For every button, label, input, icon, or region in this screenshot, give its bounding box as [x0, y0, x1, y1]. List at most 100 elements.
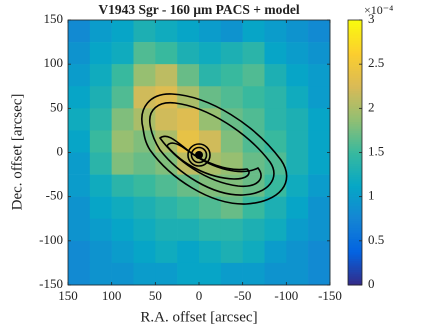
cell: [308, 86, 331, 109]
cell: [177, 130, 200, 153]
cell: [89, 152, 112, 175]
colorbar-step: [348, 108, 362, 112]
cell: [264, 196, 287, 220]
cell: [286, 240, 309, 264]
cell: [89, 42, 112, 65]
cell: [177, 262, 200, 286]
cell: [89, 20, 112, 43]
colorbar-step: [348, 227, 362, 231]
cell: [220, 218, 243, 242]
cell: [133, 130, 156, 153]
colorbar-step: [348, 170, 362, 173]
colorbar-tick-label: 2: [368, 99, 375, 114]
x-tick-label: 0: [196, 288, 203, 303]
x-tick-label: -100: [274, 288, 298, 303]
cell: [220, 42, 243, 65]
cell: [264, 218, 287, 242]
cell: [89, 218, 112, 242]
colorbar-step: [348, 42, 362, 45]
colorbar-step: [348, 225, 362, 229]
y-tick-label: 0: [57, 143, 64, 158]
cell: [308, 240, 331, 264]
colorbar-step: [348, 35, 362, 39]
cell: [220, 196, 243, 220]
colorbar-step: [348, 26, 362, 30]
cell: [242, 130, 265, 153]
colorbar-step: [348, 73, 362, 76]
colorbar-step: [348, 152, 362, 156]
colorbar-step: [348, 282, 362, 286]
contour: [166, 142, 250, 180]
colorbar-step: [348, 33, 362, 36]
cell: [68, 262, 91, 286]
cell: [68, 64, 91, 87]
cell: [155, 174, 178, 197]
colorbar-step: [348, 174, 362, 178]
colorbar-step: [348, 99, 362, 103]
cell: [68, 174, 91, 197]
cell: [155, 262, 178, 286]
colorbar-step: [348, 112, 362, 116]
colorbar-step: [348, 139, 362, 142]
cell: [133, 64, 156, 87]
colorbar-step: [348, 28, 362, 32]
cell: [111, 130, 134, 153]
cell: [264, 130, 287, 153]
colorbar-step: [348, 185, 362, 189]
cell: [242, 86, 265, 109]
contour: [149, 101, 275, 196]
colorbar-step: [348, 46, 362, 50]
colorbar-step: [348, 256, 362, 259]
colorbar-step: [348, 128, 362, 131]
cell: [89, 196, 112, 220]
colorbar-step: [348, 86, 362, 89]
cell: [199, 196, 222, 220]
colorbar-step: [348, 240, 362, 244]
contour: [158, 135, 262, 188]
colorbar-step: [348, 90, 362, 94]
colorbar-step: [348, 205, 362, 209]
cell: [177, 86, 200, 109]
cell: [89, 64, 112, 87]
colorbar-step: [348, 251, 362, 255]
cell: [177, 108, 200, 131]
cell: [242, 20, 265, 43]
colorbar-step: [348, 196, 362, 200]
colorbar-step: [348, 176, 362, 180]
cell: [133, 152, 156, 175]
colorbar-step: [348, 172, 362, 176]
colorbar-step: [348, 165, 362, 169]
cell: [199, 64, 222, 87]
colorbar-step: [348, 92, 362, 96]
colorbar-step: [348, 203, 362, 206]
cell: [286, 42, 309, 65]
colorbar-tick-label: 0.5: [368, 232, 384, 247]
cell: [177, 240, 200, 264]
cell: [242, 42, 265, 65]
colorbar-step: [348, 280, 362, 284]
cell: [220, 20, 243, 43]
colorbar-step: [348, 218, 362, 222]
cell: [264, 108, 287, 131]
colorbar-step: [348, 207, 362, 211]
x-tick-label: -150: [318, 288, 342, 303]
colorbar-step: [348, 134, 362, 138]
chart-title: V1943 Sgr - 160 μm PACS + model: [98, 2, 299, 17]
colorbar-step: [348, 214, 362, 218]
cell: [89, 262, 112, 286]
colorbar-tick-label: 1: [368, 188, 375, 203]
colorbar-step: [348, 132, 362, 136]
colorbar-step: [348, 24, 362, 28]
colorbar-step: [348, 269, 362, 273]
cell: [308, 174, 331, 197]
colorbar-step: [348, 121, 362, 125]
cell: [68, 196, 91, 220]
cell: [89, 240, 112, 264]
cell: [111, 20, 134, 43]
cell: [111, 262, 134, 286]
cell: [177, 64, 200, 87]
cell: [308, 64, 331, 87]
y-tick-label: 50: [50, 99, 63, 114]
colorbar-step: [348, 154, 362, 158]
colorbar-step: [348, 181, 362, 184]
